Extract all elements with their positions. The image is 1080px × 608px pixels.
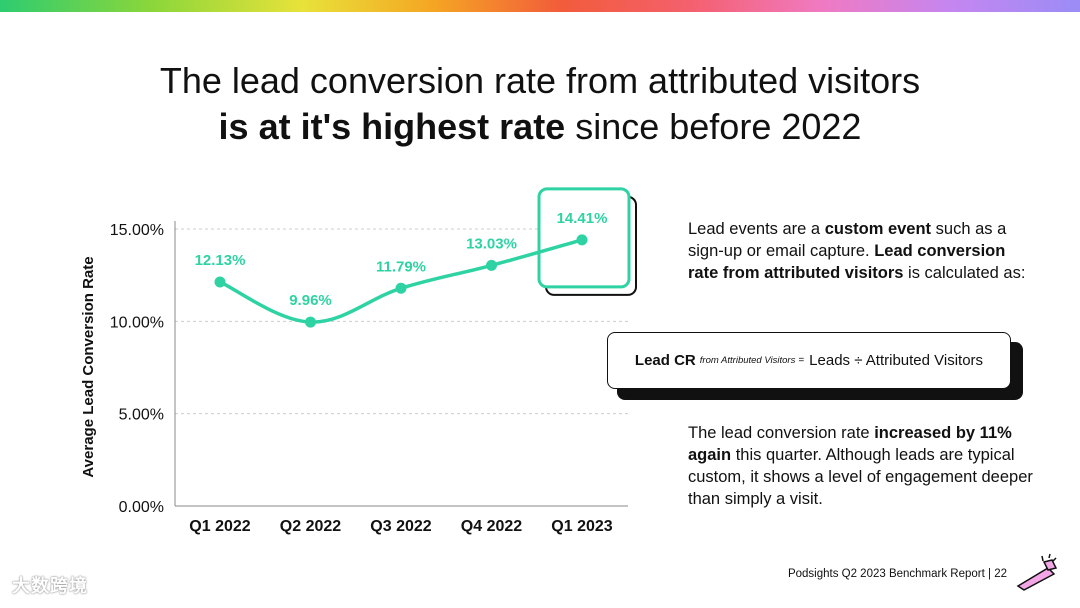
desc1-text-3: is calculated as: (903, 264, 1026, 282)
y-tick-label: 10.00% (110, 314, 164, 331)
y-tick-label: 0.00% (119, 499, 164, 516)
desc2-text-2: this quarter. Although leads are typical… (688, 446, 1033, 508)
headline-rest: since before 2022 (565, 106, 862, 147)
data-label: 12.13% (195, 252, 246, 269)
formula-box: Lead CR from Attributed Visitors = Leads… (607, 332, 1011, 389)
formula-bold: Lead CR (634, 352, 696, 369)
data-point (576, 234, 588, 246)
x-tick-label: Q1 2023 (551, 518, 612, 535)
data-point (305, 316, 316, 328)
formula-equals: = (798, 355, 805, 366)
data-point (395, 282, 407, 294)
desc1-bold-1: custom event (824, 220, 932, 238)
headline-line1: The lead conversion rate from attributed… (159, 60, 921, 101)
series-line (219, 238, 583, 324)
x-tick-label: Q4 2022 (461, 518, 522, 535)
x-tick-label: Q3 2022 (370, 518, 431, 535)
description-top: Lead events are a custom event such as a… (688, 218, 1033, 284)
line-chart: 0.00% 5.00% 10.00% 15.00% Average Lead Conve… (80, 187, 637, 535)
desc2-bold-1: increased by 11% again (688, 424, 1012, 464)
desc1-text-2: such as a sign-up or email capture. (688, 220, 1007, 260)
data-point (486, 259, 497, 271)
y-tick-label: 5.00% (119, 407, 164, 424)
data-label: 14.41% (557, 210, 608, 227)
desc1-text-1: Lead events are a (688, 220, 825, 238)
data-label: 11.79% (376, 258, 426, 275)
data-label: 9.96% (289, 292, 332, 309)
headline-line2: is at it's highest rate since before 202… (0, 104, 1080, 150)
formula-rest: Leads ÷ Attributed Visitors (809, 352, 984, 369)
podsights-logo-icon (1016, 553, 1058, 591)
headline-bold: is at it's highest rate (218, 106, 566, 147)
rainbow-bar (0, 0, 1080, 12)
footer-text: Podsights Q2 2023 Benchmark Report | 22 (787, 568, 1007, 580)
watermark: 大数跨境 (12, 576, 88, 596)
data-label: 13.03% (466, 235, 517, 252)
y-tick-label: 15.00% (110, 222, 164, 239)
headline: The lead conversion rate from attributed… (0, 58, 1080, 150)
data-point (214, 276, 226, 288)
formula-subscript: from Attributed Visitors (699, 355, 796, 366)
y-axis-label: Average Lead Conversion Rate (80, 256, 97, 477)
description-bottom: The lead conversion rate increased by 11… (688, 422, 1033, 510)
x-tick-label: Q2 2022 (280, 518, 341, 535)
x-tick-label: Q1 2022 (189, 518, 250, 535)
desc2-text-1: The lead conversion rate (688, 424, 875, 442)
desc1-bold-2: Lead conversion rate from attributed vis… (688, 242, 1006, 282)
